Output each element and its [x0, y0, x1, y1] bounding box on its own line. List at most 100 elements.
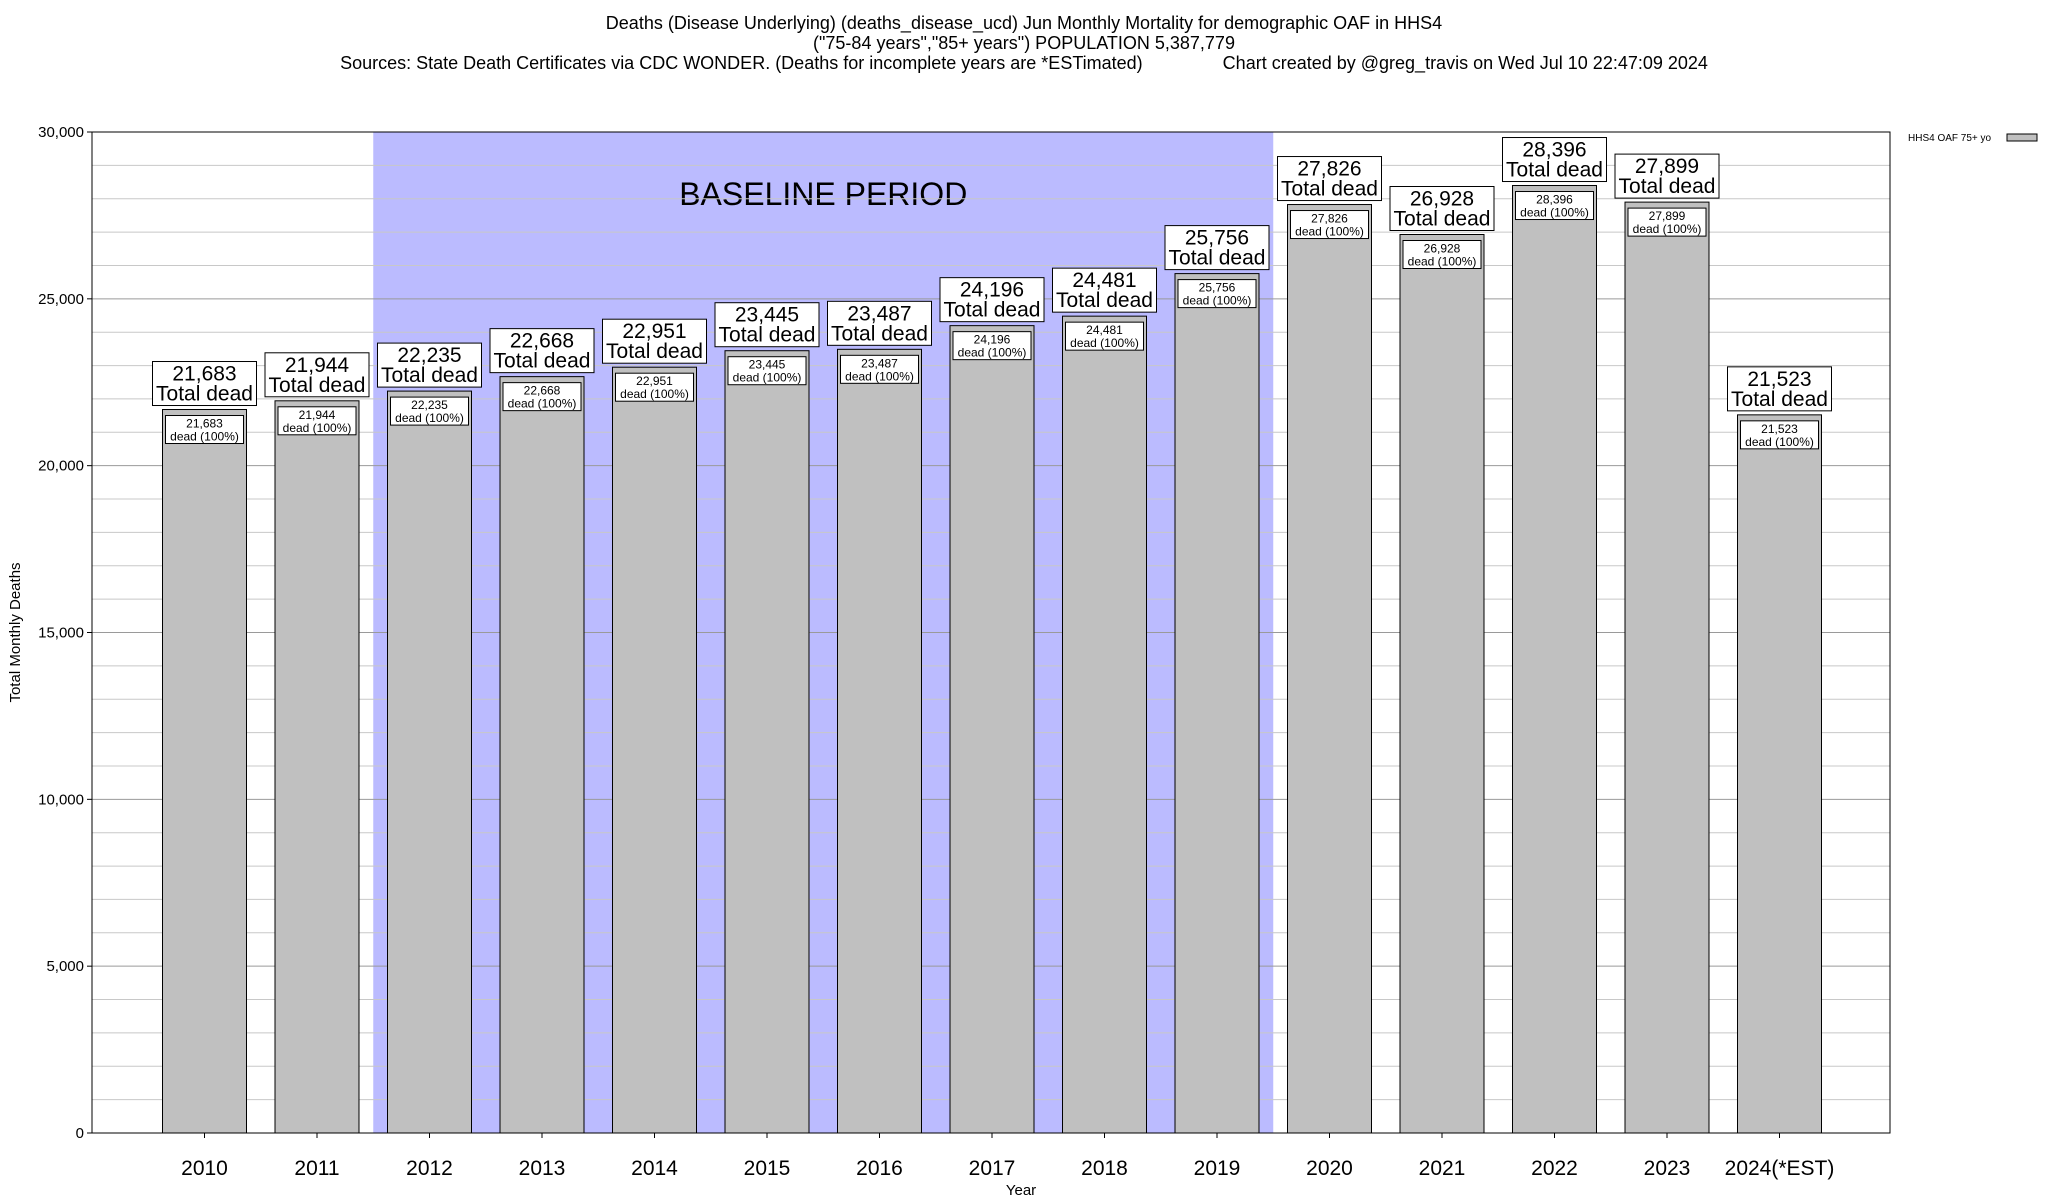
total-value-label: 21,683	[172, 363, 236, 386]
total-value-label: 22,951	[622, 320, 686, 343]
total-label-box	[1727, 366, 1832, 412]
total-label-box	[1052, 267, 1157, 313]
total-label-box	[1614, 153, 1720, 199]
inner-value-label: 26,928	[1424, 242, 1461, 256]
inner-percent-label: dead (100%)	[845, 369, 914, 383]
x-tick-label: 2016	[856, 1157, 903, 1180]
total-dead-label: Total dead	[1731, 388, 1828, 411]
inner-value-label: 21,523	[1761, 422, 1798, 436]
total-label-box	[264, 352, 370, 398]
x-tick-label: 2014	[631, 1157, 678, 1180]
total-dead-label: Total dead	[381, 364, 478, 387]
total-dead-label: Total dead	[1281, 178, 1378, 201]
inner-percent-label: dead (100%)	[395, 411, 464, 425]
bar-2014	[612, 366, 697, 1134]
total-value-label: 23,487	[847, 302, 911, 325]
total-dead-label: Total dead	[606, 340, 703, 363]
inner-percent-label: dead (100%)	[733, 371, 802, 385]
y-tick-label: 15,000	[38, 625, 84, 642]
total-label-box	[1389, 186, 1495, 232]
y-tick-label: 25,000	[38, 291, 84, 308]
total-value-label: 27,899	[1635, 155, 1699, 178]
bar-2015	[724, 350, 810, 1134]
inner-label-box	[1177, 279, 1257, 309]
y-tick-label: 30,000	[38, 124, 84, 141]
total-dead-label: Total dead	[1506, 159, 1603, 182]
inner-label-box	[840, 354, 919, 384]
y-tick-label: 20,000	[38, 458, 84, 475]
legend-swatch	[2006, 133, 2038, 142]
x-tick-label: 2024(*EST)	[1725, 1157, 1835, 1180]
inner-percent-label: dead (100%)	[1633, 222, 1702, 236]
y-axis-title: Total Monthly Deaths	[7, 562, 24, 702]
bar-2022	[1512, 185, 1597, 1134]
bar-2024(*EST)	[1737, 414, 1822, 1134]
bar-2013	[499, 376, 585, 1134]
inner-value-label: 22,951	[636, 374, 673, 388]
inner-value-label: 27,899	[1649, 209, 1686, 223]
x-tick-label: 2019	[1194, 1157, 1241, 1180]
inner-label-box	[952, 331, 1032, 361]
inner-value-label: 25,756	[1199, 281, 1236, 295]
inner-value-label: 22,235	[411, 398, 448, 412]
inner-value-label: 23,445	[749, 358, 786, 372]
y-tick-label: 10,000	[38, 791, 84, 808]
total-label-box	[489, 328, 595, 374]
total-value-label: 24,196	[960, 279, 1024, 302]
bar-2019	[1174, 273, 1260, 1134]
inner-percent-label: dead (100%)	[1520, 206, 1589, 220]
inner-label-box	[502, 382, 582, 412]
inner-label-box	[1515, 191, 1594, 221]
total-dead-label: Total dead	[1169, 247, 1266, 270]
x-tick-label: 2020	[1306, 1157, 1353, 1180]
y-tick-label: 0	[76, 1125, 84, 1142]
total-value-label: 24,481	[1072, 269, 1136, 292]
total-label-box	[1164, 225, 1270, 271]
total-value-label: 21,944	[285, 354, 350, 377]
y-tick-label: 5,000	[46, 958, 84, 975]
total-dead-label: Total dead	[156, 383, 253, 406]
x-axis-title: Year	[1006, 1182, 1036, 1199]
inner-label-box	[1290, 210, 1369, 240]
inner-percent-label: dead (100%)	[620, 387, 689, 401]
bar-2018	[1062, 315, 1147, 1134]
total-value-label: 26,928	[1410, 188, 1474, 211]
x-tick-label: 2022	[1531, 1157, 1578, 1180]
total-dead-label: Total dead	[719, 324, 816, 347]
inner-percent-label: dead (100%)	[1070, 336, 1139, 350]
total-value-label: 25,756	[1185, 227, 1249, 250]
bar-2010	[162, 409, 247, 1134]
total-label-box	[939, 277, 1045, 323]
total-dead-label: Total dead	[944, 299, 1041, 322]
bar-2017	[949, 325, 1035, 1134]
inner-label-box	[277, 406, 357, 436]
inner-value-label: 23,487	[861, 356, 898, 370]
x-tick-label: 2012	[406, 1157, 453, 1180]
inner-percent-label: dead (100%)	[1183, 294, 1252, 308]
total-label-box	[377, 342, 482, 388]
total-label-box	[602, 318, 707, 364]
inner-value-label: 27,826	[1311, 212, 1348, 226]
chart-title-line-1: Deaths (Disease Underlying) (deaths_dise…	[605, 13, 1443, 33]
inner-label-box	[1627, 207, 1707, 237]
x-tick-label: 2015	[744, 1157, 791, 1180]
total-value-label: 28,396	[1522, 139, 1586, 162]
inner-value-label: 21,944	[299, 408, 336, 422]
total-dead-label: Total dead	[1619, 175, 1716, 198]
inner-label-box	[390, 396, 469, 426]
total-label-box	[152, 361, 257, 407]
total-value-label: 22,668	[510, 330, 574, 353]
total-dead-label: Total dead	[1056, 289, 1153, 312]
bar-2012	[387, 390, 472, 1134]
inner-percent-label: dead (100%)	[283, 421, 352, 435]
chart-title-line-3: Sources: State Death Certificates via CD…	[340, 53, 1708, 73]
total-label-box	[1277, 156, 1382, 202]
x-tick-label: 2011	[294, 1157, 339, 1180]
x-tick-label: 2023	[1644, 1157, 1691, 1180]
total-value-label: 23,445	[735, 304, 799, 327]
inner-label-box	[727, 356, 807, 386]
x-tick-label: 2018	[1081, 1157, 1128, 1180]
inner-percent-label: dead (100%)	[508, 397, 577, 411]
